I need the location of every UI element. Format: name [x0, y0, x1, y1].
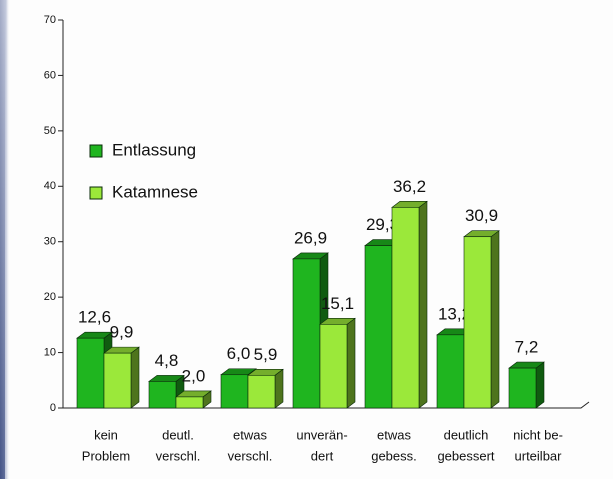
bar: [247, 368, 284, 409]
x-tick-label: deutl.: [162, 427, 194, 442]
x-tick-label: unverän-: [296, 427, 347, 442]
x-tick-label: deutlich: [444, 427, 489, 442]
y-tick-label: 0: [50, 402, 56, 414]
y-tick-label: 30: [44, 236, 56, 248]
y-tick-label: 20: [44, 291, 56, 303]
bar-front: [436, 334, 465, 409]
bar: [463, 230, 500, 409]
x-tick-label: Problem: [82, 448, 130, 463]
y-tick-label: 40: [44, 180, 56, 192]
bar-side: [130, 346, 140, 409]
x-tick-label: urteilbar: [515, 448, 563, 463]
value-label: 6,0: [227, 344, 251, 363]
bar: [319, 317, 356, 409]
bar: [175, 390, 212, 409]
bar-front: [76, 337, 105, 409]
bar-side: [274, 368, 284, 409]
value-label: 30,9: [465, 206, 498, 225]
legend-swatch: [89, 186, 103, 200]
bar: [103, 346, 140, 409]
bar-side: [535, 361, 545, 409]
legend-label: Katamnese: [112, 182, 198, 201]
plot: 0 10 20 30 40 50 60 70 kein Problem 12,69,9 deutl. v…: [44, 14, 590, 463]
bar-front: [463, 236, 492, 409]
y-tick-label: 60: [44, 69, 56, 81]
value-label: 9,9: [110, 323, 134, 342]
x-tick-label: etwas: [233, 427, 267, 442]
bar-side: [418, 200, 428, 409]
value-label: 4,8: [155, 351, 179, 370]
value-label: 26,9: [294, 228, 327, 247]
x-tick-label: verschl.: [156, 448, 201, 463]
bar-front: [220, 374, 249, 409]
bar-side: [346, 317, 356, 409]
bar-front: [364, 245, 393, 409]
side-strip-glow: [0, 0, 10, 479]
bar-front: [292, 258, 321, 409]
value-label: 12,6: [78, 308, 111, 327]
y-tick-label: 50: [44, 125, 56, 137]
x-tick-label: etwas: [377, 427, 411, 442]
value-label: 2,0: [182, 366, 206, 385]
x-tick-label: verschl.: [228, 448, 273, 463]
bar-front: [508, 367, 537, 409]
value-label: 7,2: [515, 338, 539, 357]
bar: [508, 361, 545, 409]
value-label: 15,1: [321, 294, 354, 313]
bar-front: [247, 374, 276, 409]
bar-side: [490, 230, 500, 409]
bar-front: [391, 207, 420, 409]
bar-front: [175, 396, 204, 409]
x-tick-label: kein: [94, 427, 118, 442]
legend-swatch: [89, 144, 103, 158]
bar-front: [103, 352, 132, 409]
bar-front: [319, 324, 348, 409]
y-tick-label: 70: [44, 14, 56, 26]
value-label: 29,3: [366, 215, 399, 234]
bar: [391, 200, 428, 409]
value-label: 13,2: [438, 304, 471, 323]
x-tick-label: gebess.: [371, 448, 417, 463]
value-label: 36,2: [393, 177, 426, 196]
y-tick-label: 10: [44, 346, 56, 358]
value-label: 5,9: [254, 345, 278, 364]
bar-front: [148, 381, 177, 409]
legend-label: Entlassung: [112, 140, 196, 159]
x-tick-label: gebessert: [437, 448, 494, 463]
x-tick-label: dert: [311, 448, 334, 463]
x-tick-label: nicht be-: [513, 427, 563, 442]
